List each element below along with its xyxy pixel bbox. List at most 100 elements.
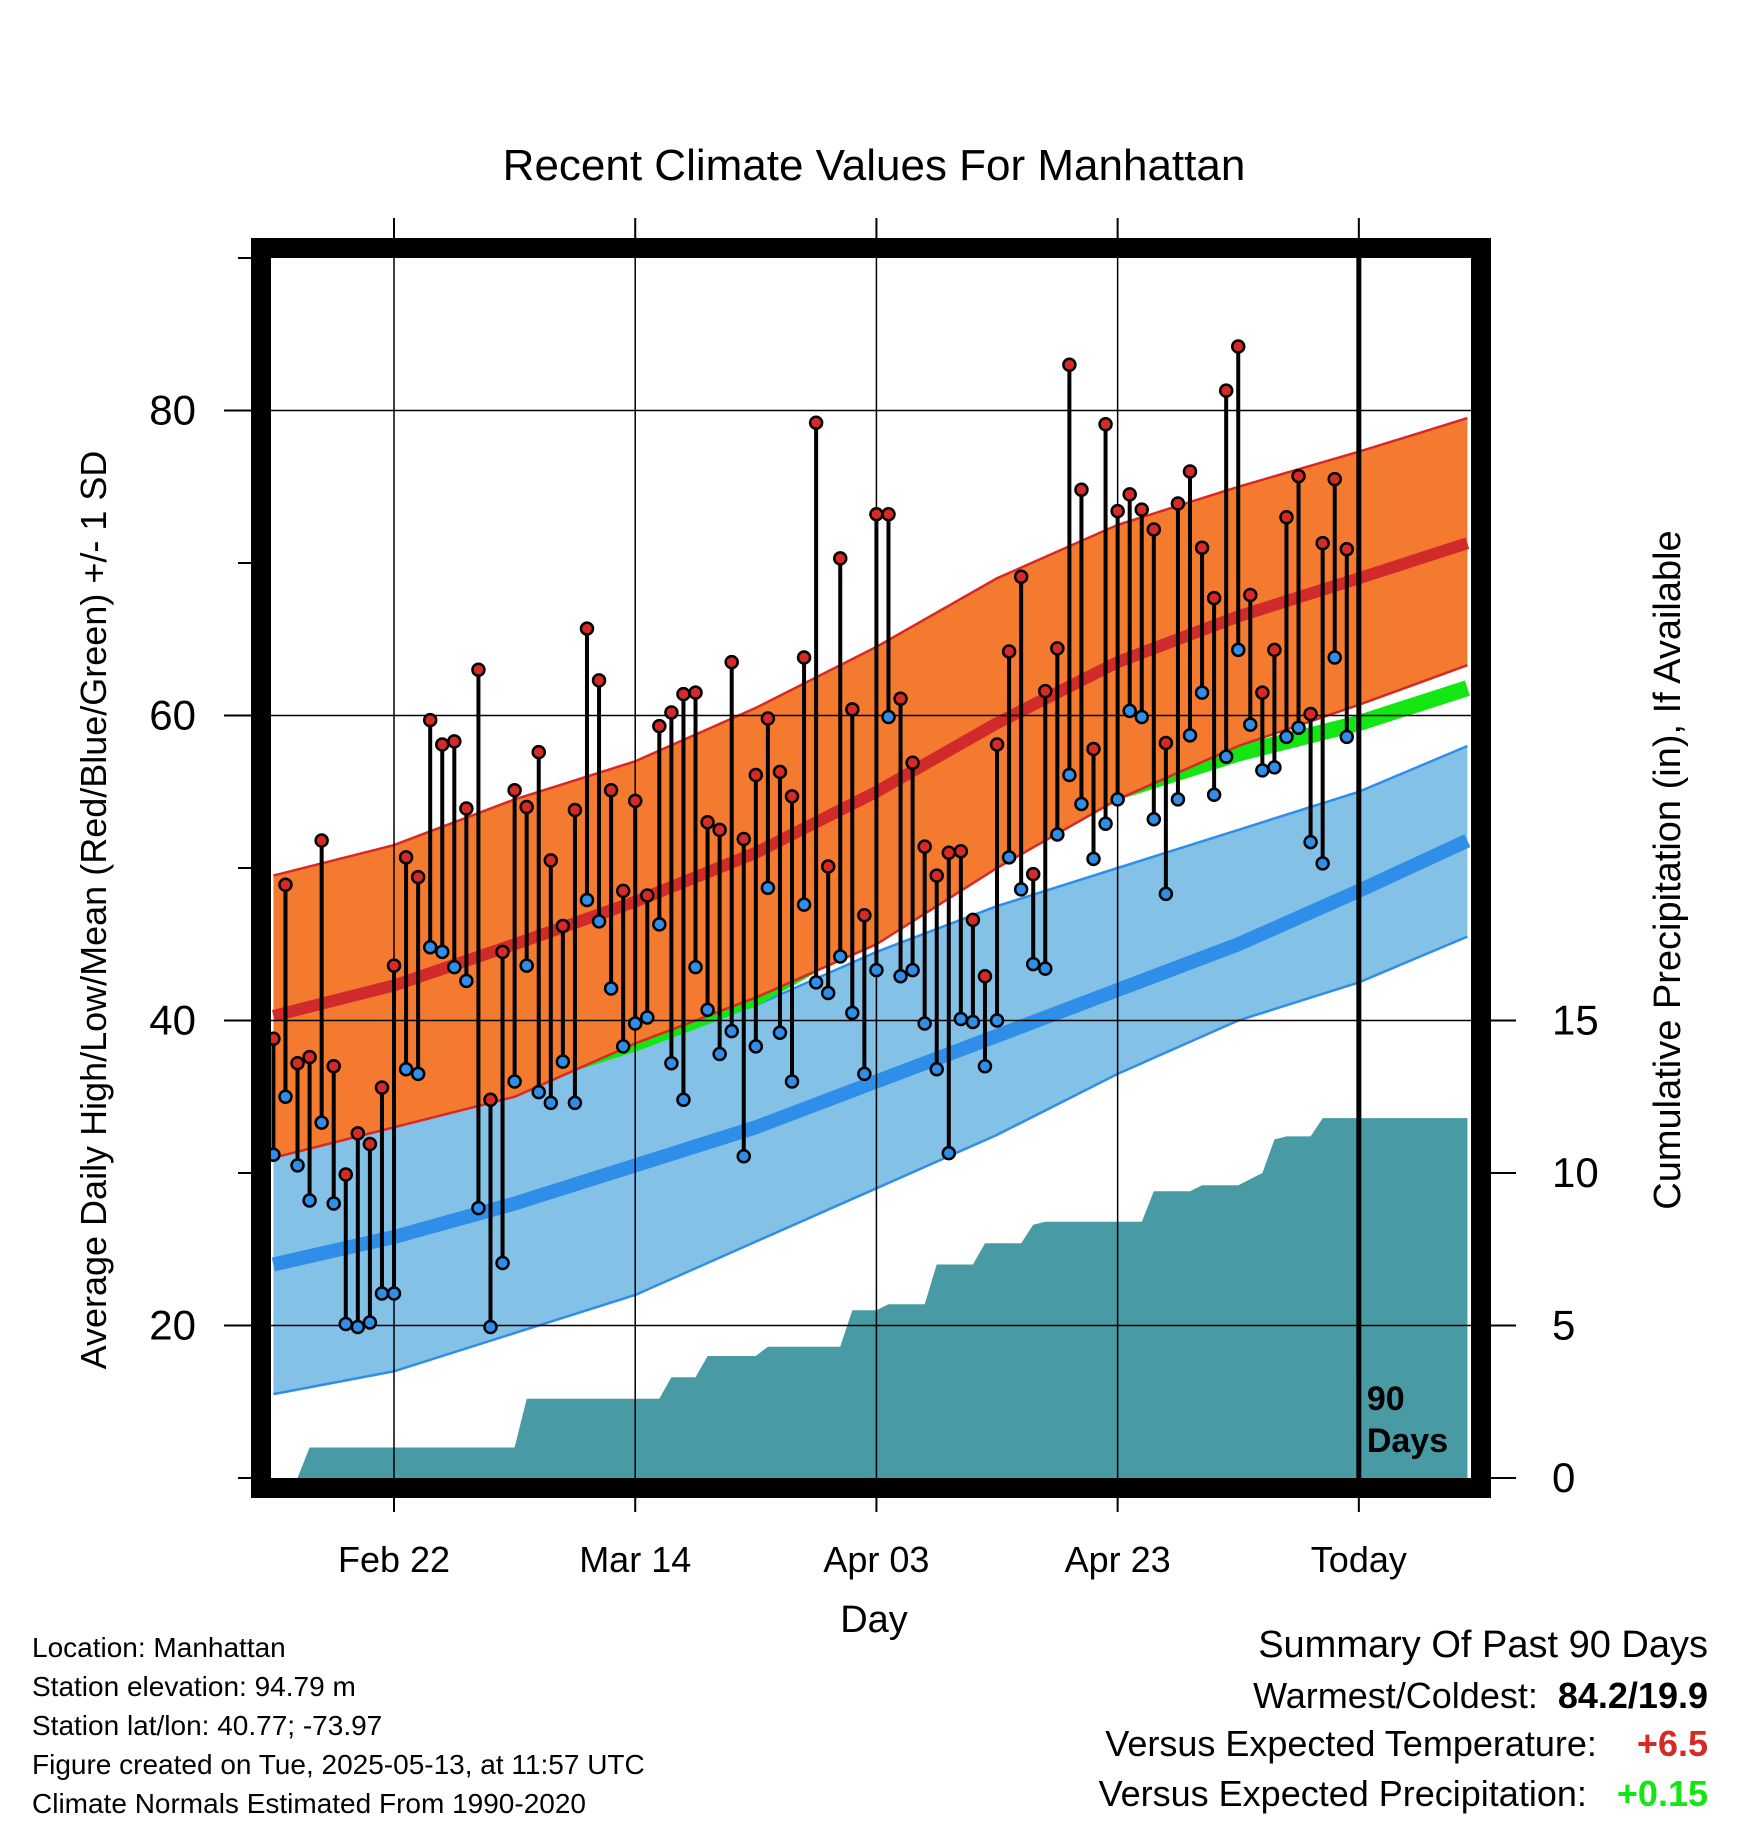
daily-high-point bbox=[724, 654, 739, 670]
daily-low-point bbox=[1134, 709, 1150, 725]
daily-high-point bbox=[1291, 468, 1306, 484]
daily-high-point bbox=[832, 551, 848, 566]
daily-high-point bbox=[447, 734, 462, 749]
daily-high-point bbox=[471, 662, 486, 677]
daily-high-point bbox=[712, 822, 727, 838]
daily-high-point bbox=[1050, 641, 1065, 656]
daily-low-point bbox=[796, 897, 812, 912]
daily-high-point bbox=[495, 944, 510, 960]
daily-high-point bbox=[1339, 542, 1355, 557]
normals-text: Climate Normals Estimated From 1990-2020 bbox=[32, 1788, 586, 1819]
daily-low-point bbox=[1074, 796, 1089, 812]
daily-low-point bbox=[1013, 882, 1029, 897]
precip-area bbox=[273, 1118, 1468, 1478]
daily-low-point bbox=[1158, 886, 1174, 902]
daily-low-point bbox=[808, 975, 824, 990]
daily-low-point bbox=[1062, 767, 1077, 783]
daily-high-point bbox=[784, 789, 800, 804]
daily-low-point bbox=[386, 1286, 402, 1301]
daily-high-point bbox=[1074, 482, 1089, 498]
plot-frame bbox=[251, 238, 1491, 1498]
daily-high-point bbox=[941, 845, 957, 860]
latlon-text: Station lat/lon: 40.77; -73.97 bbox=[32, 1710, 383, 1741]
daily-high-point bbox=[627, 793, 643, 809]
daily-low-point bbox=[362, 1315, 378, 1330]
y-tick-label-right: 0 bbox=[1552, 1454, 1575, 1501]
daily-low-point bbox=[1279, 729, 1294, 745]
daily-high-point bbox=[338, 1167, 354, 1182]
daily-low-point bbox=[1098, 816, 1113, 832]
daily-low-point bbox=[483, 1319, 498, 1335]
daily-low-point bbox=[314, 1115, 329, 1130]
daily-low-point bbox=[1243, 717, 1258, 732]
daily-high-point bbox=[1170, 496, 1186, 511]
daily-high-point bbox=[1158, 735, 1174, 751]
daily-high-point bbox=[290, 1055, 305, 1071]
daily-high-point bbox=[977, 969, 993, 984]
daily-high-point bbox=[483, 1092, 498, 1108]
daily-low-point bbox=[398, 1062, 414, 1077]
precip-value: +0.15 bbox=[1616, 1773, 1708, 1814]
daily-low-point bbox=[567, 1095, 583, 1111]
daily-low-point bbox=[1110, 792, 1125, 807]
daily-low-point bbox=[652, 917, 667, 932]
daily-low-point bbox=[1122, 703, 1137, 719]
daily-low-point bbox=[845, 1005, 860, 1021]
daily-low-point bbox=[965, 1014, 981, 1030]
daily-high-point bbox=[567, 802, 583, 818]
daily-high-point bbox=[374, 1080, 390, 1095]
plot-area bbox=[266, 258, 1471, 1478]
daily-high-point bbox=[905, 755, 920, 771]
daily-low-point bbox=[784, 1074, 800, 1089]
daily-high-point bbox=[917, 839, 932, 854]
daily-low-point bbox=[736, 1148, 752, 1164]
daily-low-point bbox=[881, 709, 896, 725]
daily-low-point bbox=[989, 1013, 1005, 1028]
daily-low-point bbox=[374, 1286, 390, 1301]
summary-heading: Summary Of Past 90 Days bbox=[1258, 1624, 1708, 1666]
today-days-number: 90 bbox=[1367, 1380, 1405, 1418]
daily-high-point bbox=[386, 958, 402, 973]
daily-high-point bbox=[1001, 644, 1017, 659]
daily-low-point bbox=[760, 880, 776, 896]
daily-low-point bbox=[748, 1039, 764, 1054]
summary-temperature: Versus Expected Temperature: +6.5 bbox=[1105, 1723, 1708, 1765]
daily-high-point bbox=[640, 888, 655, 903]
daily-high-point bbox=[676, 686, 691, 702]
daily-low-point bbox=[688, 959, 703, 975]
daily-high-point bbox=[1243, 587, 1258, 603]
daily-low-point bbox=[350, 1319, 366, 1335]
daily-low-point bbox=[953, 1011, 969, 1027]
x-tick-label: Feb 22 bbox=[338, 1539, 450, 1580]
daily-low-point bbox=[1339, 729, 1355, 745]
summary-warmest-coldest: Warmest/Coldest: 84.2/19.9 bbox=[1253, 1675, 1708, 1717]
x-axis-label: Day bbox=[840, 1599, 908, 1641]
daily-low-point bbox=[712, 1046, 727, 1062]
created-text: Figure created on Tue, 2025-05-13, at 11… bbox=[32, 1749, 645, 1780]
daily-high-point bbox=[1267, 642, 1282, 658]
daily-high-point bbox=[700, 815, 715, 830]
daily-low-point bbox=[459, 973, 474, 989]
daily-high-point bbox=[796, 650, 812, 665]
daily-high-point bbox=[1025, 866, 1041, 882]
y-tick-label-left: 40 bbox=[149, 997, 196, 1044]
daily-high-point bbox=[760, 711, 776, 726]
daily-high-point bbox=[531, 744, 546, 760]
daily-low-point bbox=[278, 1089, 293, 1104]
daily-high-point bbox=[772, 764, 788, 780]
daily-high-point bbox=[1279, 510, 1294, 525]
daily-high-point bbox=[893, 691, 908, 706]
daily-low-point bbox=[1050, 827, 1065, 842]
daily-high-point bbox=[929, 868, 944, 883]
x-tick-label: Apr 03 bbox=[823, 1539, 929, 1580]
daily-high-point bbox=[579, 621, 595, 636]
daily-low-point bbox=[640, 1010, 655, 1025]
daily-high-point bbox=[736, 831, 752, 847]
daily-low-point bbox=[1170, 792, 1186, 807]
daily-high-point bbox=[1255, 685, 1270, 700]
daily-high-point bbox=[1086, 741, 1101, 757]
daily-high-point bbox=[350, 1126, 366, 1141]
daily-high-point bbox=[1146, 522, 1162, 537]
daily-low-point bbox=[435, 944, 450, 960]
daily-high-point bbox=[1110, 503, 1125, 519]
